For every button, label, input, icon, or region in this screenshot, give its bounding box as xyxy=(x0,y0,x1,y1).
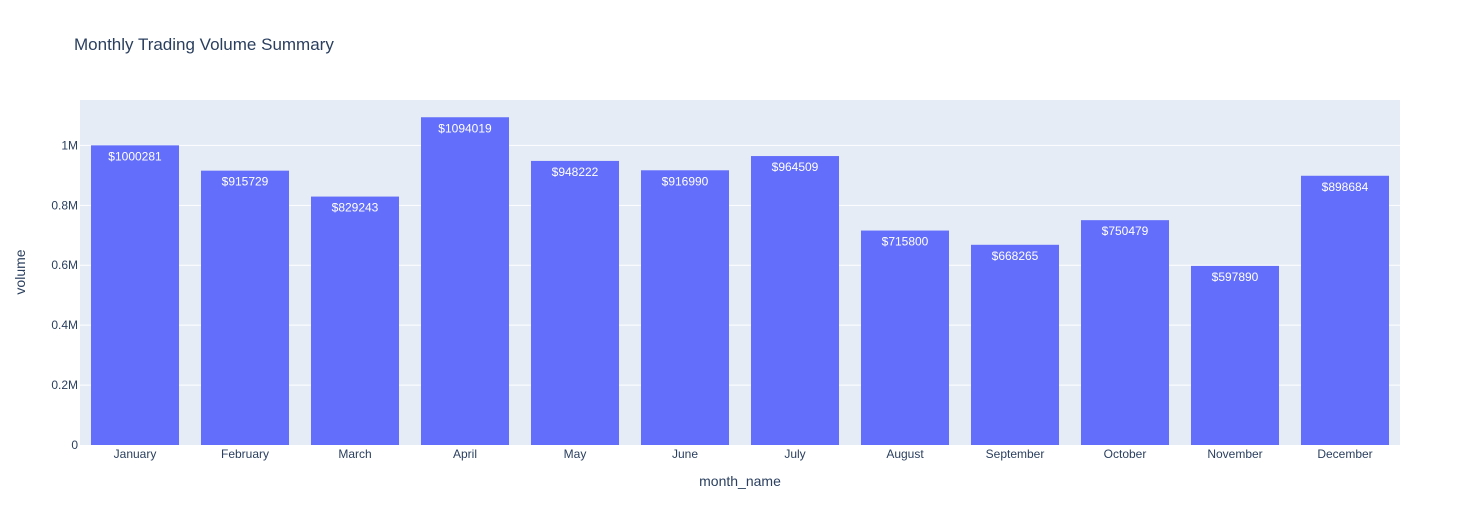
x-tick-label: May xyxy=(564,447,587,461)
bar-value-label: $1000281 xyxy=(108,149,162,163)
bar-value-label: $898684 xyxy=(1322,180,1369,194)
bar-value-label: $715800 xyxy=(882,235,929,249)
bar-january[interactable] xyxy=(91,145,179,445)
x-tick-label: February xyxy=(221,447,269,461)
bar-value-label: $597890 xyxy=(1212,270,1259,284)
y-axis-title: volume xyxy=(12,249,28,294)
bar-value-label: $750479 xyxy=(1102,224,1149,238)
bar-march[interactable] xyxy=(311,196,399,445)
bar-value-label: $964509 xyxy=(772,160,819,174)
x-tick-label: October xyxy=(1104,447,1147,461)
x-tick-label: March xyxy=(338,447,371,461)
bar-may[interactable] xyxy=(531,160,619,445)
x-tick-label: December xyxy=(1317,447,1372,461)
x-tick-label: September xyxy=(986,447,1045,461)
x-tick-label: July xyxy=(784,447,805,461)
y-tick-label: 0.2M xyxy=(51,378,78,392)
y-axis-ticks: 0 0.2M 0.4M 0.6M 0.8M 1M xyxy=(51,138,78,452)
bar-value-label: $948222 xyxy=(552,165,599,179)
x-tick-label: June xyxy=(672,447,698,461)
bar-labels: $1000281 $915729 $829243 $1094019 $948222 $91… xyxy=(108,121,1368,284)
x-tick-label: November xyxy=(1207,447,1262,461)
bar-value-label: $1094019 xyxy=(438,121,492,135)
chart-title: Monthly Trading Volume Summary xyxy=(74,35,334,54)
bar-value-label: $829243 xyxy=(332,201,379,215)
x-tick-label: August xyxy=(886,447,924,461)
bar-july[interactable] xyxy=(751,156,839,445)
bar-value-label: $916990 xyxy=(662,174,709,188)
y-tick-label: 0.6M xyxy=(51,258,78,272)
bar-october[interactable] xyxy=(1081,220,1169,445)
y-tick-label: 0.4M xyxy=(51,318,78,332)
plot-area xyxy=(80,100,1400,445)
gridlines xyxy=(80,144,1400,386)
y-tick-label: 1M xyxy=(61,138,78,152)
x-tick-label: April xyxy=(453,447,477,461)
bar-value-label: $915729 xyxy=(222,175,269,189)
y-tick-label: 0 xyxy=(71,438,78,452)
y-tick-label: 0.8M xyxy=(51,198,78,212)
x-axis-ticks: January February March April May June July Augu… xyxy=(114,447,1373,461)
bar-february[interactable] xyxy=(201,170,289,445)
bar-value-label: $668265 xyxy=(992,249,1039,263)
bar-november[interactable] xyxy=(1191,265,1279,445)
bar-june[interactable] xyxy=(641,170,729,445)
x-tick-label: January xyxy=(114,447,157,461)
bar-april[interactable] xyxy=(421,117,509,446)
x-axis-title: month_name xyxy=(699,473,781,489)
bar-september[interactable] xyxy=(971,244,1059,445)
bar-august[interactable] xyxy=(861,230,949,445)
bar-december[interactable] xyxy=(1301,175,1389,445)
bars xyxy=(91,117,1389,446)
